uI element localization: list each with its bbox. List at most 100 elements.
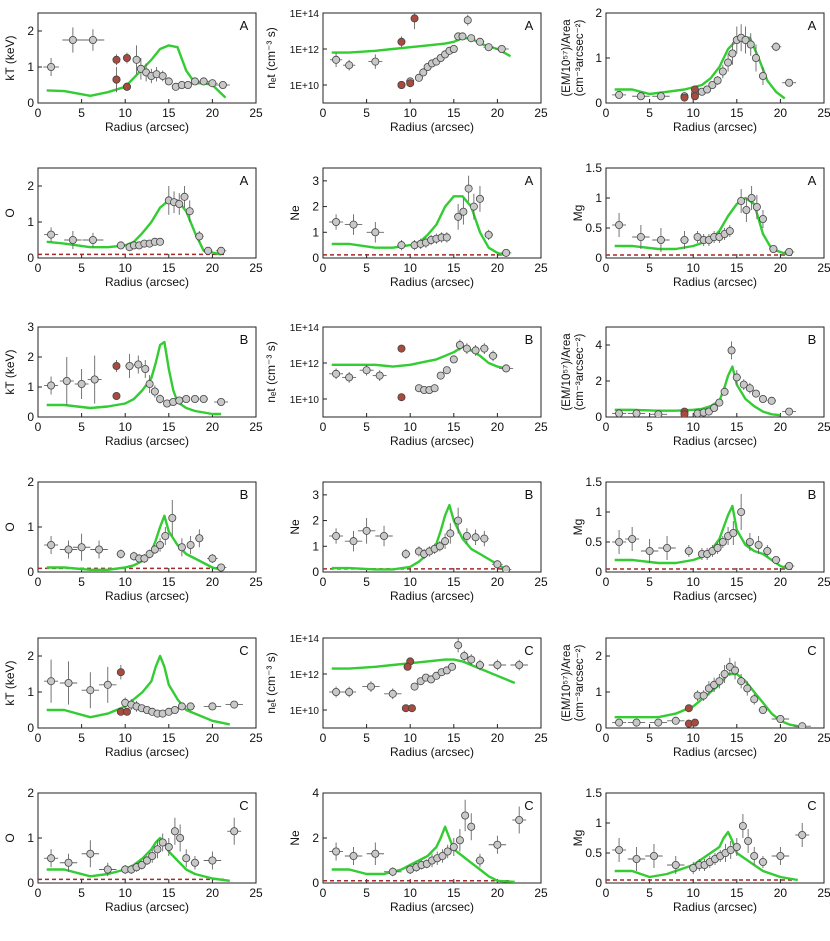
data-point — [783, 247, 795, 256]
point-marker — [758, 72, 767, 81]
data-point — [44, 849, 59, 868]
point-marker — [436, 371, 445, 380]
point-marker — [156, 237, 165, 246]
point-marker — [410, 14, 419, 23]
data-point — [199, 394, 209, 403]
data-point — [438, 849, 447, 863]
point-marker — [471, 346, 480, 355]
x-tick-label: 15 — [447, 420, 461, 434]
panel-15: 0 5 10 15 20 25 Radius (arcsec) 0 1 2 (EM/10⁵⁷)/Ar… — [561, 637, 830, 759]
data-point — [725, 225, 734, 237]
y-tick-label: 2 — [27, 24, 34, 38]
data-point — [475, 853, 485, 868]
data-layer — [329, 13, 512, 90]
point-marker — [103, 865, 112, 874]
point-marker — [414, 73, 423, 82]
panel-14: 0 5 10 15 20 25 Radius (arcsec) 1E+10 1E+12 1E+14… — [264, 634, 548, 759]
panel-label: B — [808, 332, 817, 347]
data-point — [81, 840, 100, 868]
point-marker — [744, 837, 753, 846]
point-marker — [654, 718, 663, 727]
point-marker — [632, 409, 641, 417]
data-point-red — [403, 662, 412, 671]
data-point — [171, 82, 180, 91]
data-point — [462, 343, 471, 354]
point-marker — [690, 718, 699, 727]
point-marker — [448, 662, 457, 671]
y-axis-label: Mg — [571, 519, 585, 536]
point-marker — [713, 76, 722, 85]
point-marker — [116, 668, 125, 677]
point-marker — [628, 535, 637, 544]
data-point-red — [122, 82, 131, 91]
data-point — [475, 659, 485, 671]
y-tick-label: 1E+10 — [290, 706, 320, 717]
point-marker — [150, 545, 159, 554]
plot-frame — [605, 12, 825, 104]
x-tick-label: 25 — [249, 886, 263, 900]
point-marker — [77, 543, 86, 552]
y-axis-label: (cm⁻³arcsec⁻²) — [574, 334, 586, 411]
data-point — [737, 674, 746, 689]
point-marker — [199, 77, 208, 86]
point-marker — [88, 235, 97, 244]
y-tick-label: 1.5 — [585, 786, 602, 800]
data-point — [43, 58, 59, 76]
data-point — [329, 368, 344, 380]
y-tick-label: 1.5 — [585, 161, 602, 175]
y-tick-label: 0.5 — [585, 846, 602, 860]
data-point — [442, 366, 451, 375]
data-point — [419, 68, 428, 77]
point-marker — [176, 834, 185, 843]
data-point — [488, 350, 498, 362]
point-marker — [484, 43, 493, 52]
model-line — [46, 514, 222, 571]
x-tick-label: 5 — [78, 106, 85, 120]
x-tick-label: 20 — [206, 575, 220, 589]
x-tick-label: 25 — [534, 886, 548, 900]
point-marker — [745, 384, 754, 393]
point-marker — [649, 852, 658, 861]
point-marker — [345, 373, 354, 382]
point-marker — [742, 205, 751, 214]
data-point — [329, 686, 344, 698]
x-tick-label: 0 — [35, 261, 42, 275]
data-point — [758, 394, 767, 403]
y-axis-label: O — [3, 522, 17, 531]
point-marker — [515, 816, 524, 825]
point-marker — [410, 682, 419, 691]
x-axis-label: Radius (arcsec) — [105, 434, 189, 448]
data-point — [731, 661, 740, 680]
y-tick-label: 2 — [312, 200, 319, 214]
point-marker — [469, 202, 478, 211]
data-point — [158, 833, 167, 852]
data-point — [203, 702, 222, 711]
x-tick-label: 25 — [817, 261, 830, 275]
panel-12: 0 5 10 15 20 25 Radius (arcsec) 0 0.5 1 1.5 Mg B — [571, 475, 830, 603]
y-tick-label: 0.5 — [585, 221, 602, 235]
data-point — [699, 408, 708, 417]
x-tick-label: 25 — [817, 106, 830, 120]
data-point — [743, 681, 752, 696]
y-tick-label: 2 — [312, 831, 319, 845]
data-point — [401, 548, 411, 560]
data-point — [455, 829, 464, 852]
data-point — [225, 700, 243, 709]
y-tick-label: 1 — [312, 539, 319, 553]
point-marker — [690, 85, 699, 94]
x-tick-label: 20 — [774, 575, 788, 589]
point-marker — [112, 361, 121, 370]
data-point-red — [680, 410, 689, 417]
model-line — [614, 830, 799, 882]
data-point — [194, 529, 204, 548]
point-marker — [435, 542, 444, 551]
data-point — [175, 396, 184, 405]
data-point — [724, 53, 733, 72]
data-point — [190, 394, 199, 403]
point-marker — [217, 246, 226, 255]
data-point — [741, 26, 750, 54]
x-tick-label: 10 — [119, 575, 133, 589]
data-point — [500, 565, 512, 572]
data-point — [475, 37, 485, 46]
point-marker — [449, 45, 458, 54]
